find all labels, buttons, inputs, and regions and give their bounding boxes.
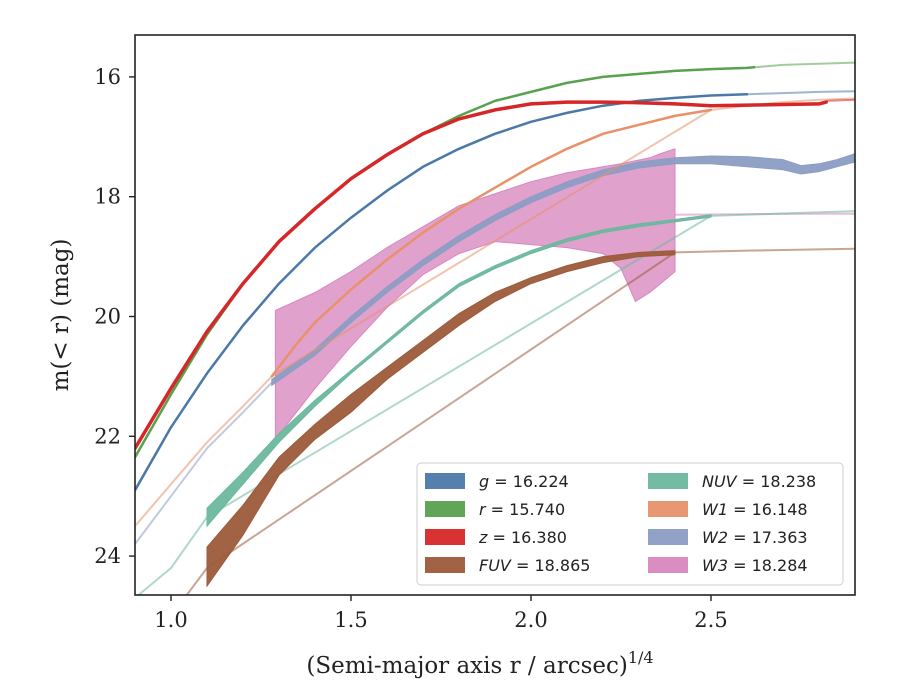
y-tick-label: 16 bbox=[94, 65, 121, 89]
legend-label-value: = 18.865 bbox=[511, 556, 591, 575]
series-nuv-extrapolation bbox=[137, 210, 855, 595]
legend-label-w2: W2 = 17.363 bbox=[702, 528, 808, 547]
legend-label-value: = 18.284 bbox=[728, 556, 808, 575]
legend-swatch-w1 bbox=[648, 501, 688, 517]
legend-label-w1: W1 = 16.148 bbox=[702, 500, 808, 519]
legend-swatch-w3 bbox=[648, 557, 688, 573]
series-g-extrapolation bbox=[746, 90, 855, 96]
legend-label-band: r bbox=[479, 500, 487, 519]
plot-frame bbox=[134, 34, 856, 596]
legend-label-band: W3 bbox=[702, 556, 728, 575]
legend-swatch-r bbox=[425, 501, 465, 517]
x-axis-title-exponent: 1/4 bbox=[628, 648, 654, 667]
x-tick-label: 2.0 bbox=[514, 608, 547, 632]
series-fuv-band bbox=[206, 250, 676, 588]
legend-label-nuv: NUV = 18.238 bbox=[702, 472, 816, 491]
x-tick-label: 1.5 bbox=[334, 608, 367, 632]
legend-label-band: z bbox=[478, 528, 488, 547]
legend-swatch-z bbox=[425, 529, 465, 545]
x-tick-label: 1.0 bbox=[154, 608, 187, 632]
x-tick-label: 2.5 bbox=[694, 608, 727, 632]
legend-label-band: FUV bbox=[479, 556, 512, 575]
y-axis-title: m(< r) (mag) bbox=[48, 239, 74, 392]
y-tick-label: 18 bbox=[94, 185, 121, 209]
legend-swatch-g bbox=[425, 473, 465, 489]
y-tick-label: 20 bbox=[94, 304, 121, 328]
legend-label-w3: W3 = 18.284 bbox=[702, 556, 808, 575]
legend-label-value: = 17.363 bbox=[728, 528, 808, 547]
legend-label-g: g = 16.224 bbox=[479, 472, 569, 491]
y-tick-label: 22 bbox=[94, 424, 121, 448]
legend-label-value: = 18.238 bbox=[737, 472, 817, 491]
series-w2-extrapolation bbox=[135, 381, 273, 545]
series-g-line bbox=[135, 93, 749, 492]
legend-label-z: z = 16.380 bbox=[478, 528, 567, 547]
legend-label-band: W1 bbox=[702, 500, 728, 519]
legend-label-value: = 15.740 bbox=[486, 500, 566, 519]
legend-swatch-w2 bbox=[648, 529, 688, 545]
series-w1-line bbox=[270, 108, 713, 378]
legend-label-value: = 16.148 bbox=[728, 500, 808, 519]
series-w1-extrapolation bbox=[135, 97, 855, 527]
legend-swatch-nuv bbox=[648, 473, 688, 489]
x-axis: 1.0 1.5 2.0 2.5 bbox=[154, 595, 728, 632]
series-z-line bbox=[135, 100, 828, 451]
x-axis-title: (Semi-major axis r / arcsec)1/4 bbox=[306, 648, 653, 679]
legend-label-band: NUV bbox=[702, 472, 738, 491]
legend-box bbox=[416, 462, 844, 586]
series-w3-band bbox=[274, 148, 676, 441]
series-nuv-band bbox=[206, 214, 712, 528]
legend-label-band: W2 bbox=[702, 528, 728, 547]
legend-label-fuv: FUV = 18.865 bbox=[479, 556, 590, 575]
series-layer bbox=[135, 61, 855, 595]
legend-label-value: = 16.380 bbox=[487, 528, 567, 547]
legend-swatch-fuv bbox=[425, 557, 465, 573]
series-w2-band bbox=[271, 153, 855, 387]
series-z-extrapolation bbox=[826, 98, 855, 102]
legend-label-value: = 16.224 bbox=[489, 472, 569, 491]
y-axis: 16 18 20 22 24 bbox=[94, 65, 135, 568]
legend-label-r: r = 15.740 bbox=[479, 500, 565, 519]
series-r-extrapolation bbox=[754, 61, 855, 69]
y-tick-label: 24 bbox=[94, 544, 121, 568]
legend-label-band: g bbox=[479, 472, 489, 491]
x-axis-title-text: (Semi-major axis r / arcsec) bbox=[306, 653, 627, 679]
